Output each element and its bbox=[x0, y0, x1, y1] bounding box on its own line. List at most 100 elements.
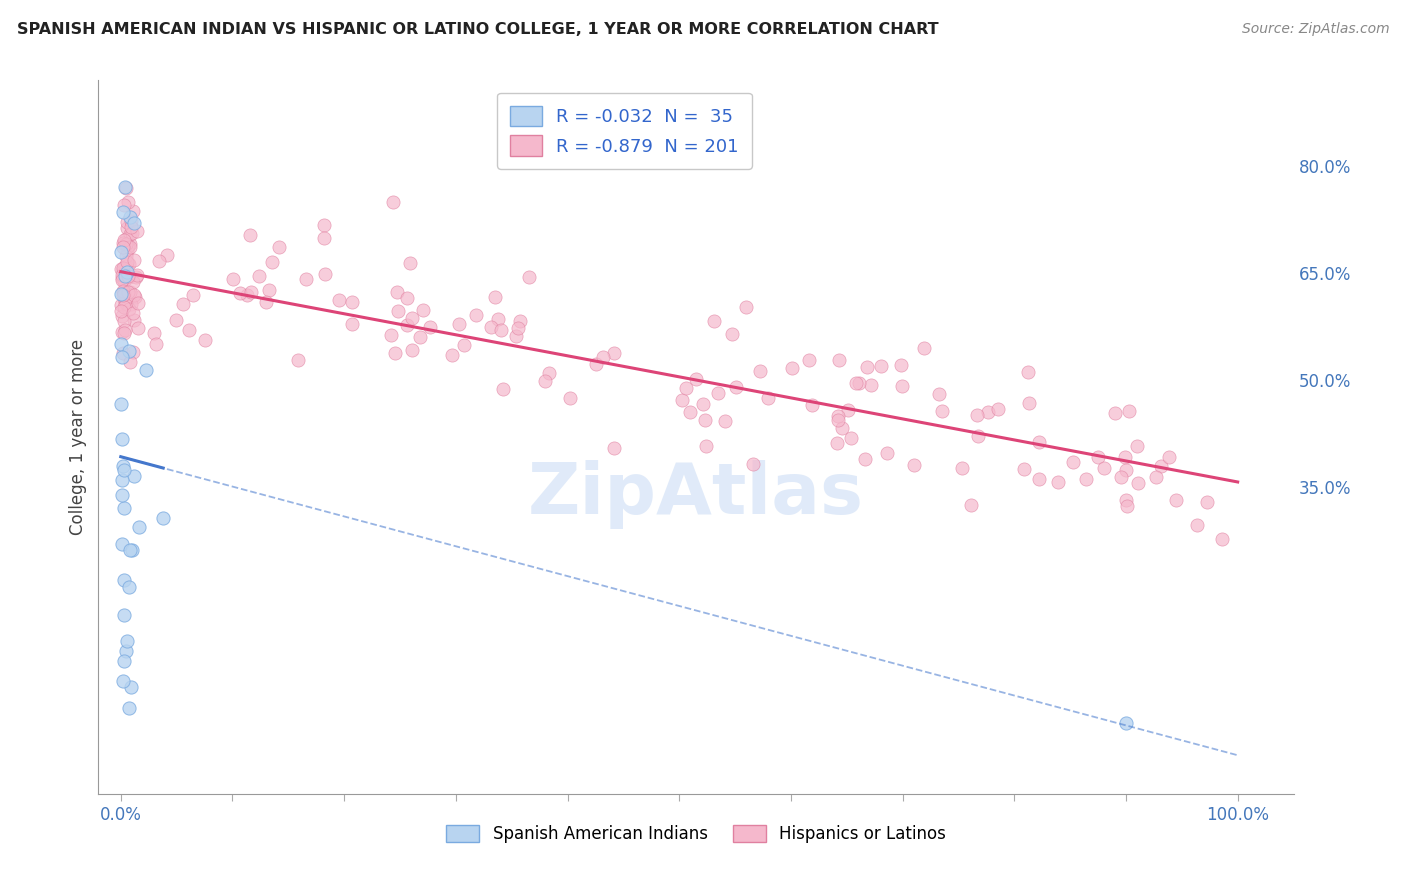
Point bbox=[401, 310, 423, 325]
Legend: Spanish American Indians, Hispanics or Latinos: Spanish American Indians, Hispanics or L… bbox=[439, 818, 953, 850]
Point bbox=[115, 244, 138, 259]
Point bbox=[1157, 450, 1180, 464]
Point bbox=[111, 235, 134, 250]
Point bbox=[856, 360, 879, 375]
Point bbox=[517, 269, 540, 284]
Point bbox=[122, 275, 145, 289]
Point bbox=[111, 432, 134, 446]
Point bbox=[465, 309, 488, 323]
Point bbox=[111, 268, 134, 283]
Point bbox=[1017, 365, 1039, 379]
Point bbox=[1118, 404, 1140, 418]
Point bbox=[876, 446, 898, 460]
Point bbox=[441, 348, 464, 362]
Point bbox=[538, 366, 561, 380]
Point bbox=[120, 214, 142, 228]
Point bbox=[114, 249, 136, 263]
Point bbox=[489, 322, 512, 336]
Point bbox=[165, 313, 187, 327]
Point bbox=[125, 224, 148, 238]
Point bbox=[121, 227, 143, 241]
Point bbox=[966, 408, 988, 422]
Point bbox=[112, 300, 135, 314]
Point bbox=[1028, 435, 1050, 450]
Point bbox=[1018, 396, 1040, 410]
Point bbox=[115, 181, 138, 195]
Point bbox=[1074, 472, 1097, 486]
Point bbox=[122, 252, 145, 267]
Point bbox=[118, 211, 141, 225]
Point bbox=[703, 313, 725, 327]
Point bbox=[122, 468, 145, 483]
Point bbox=[111, 473, 134, 487]
Point bbox=[853, 451, 876, 466]
Point bbox=[111, 351, 134, 365]
Point bbox=[827, 413, 849, 427]
Point bbox=[890, 358, 912, 372]
Point bbox=[262, 255, 284, 269]
Point bbox=[837, 403, 859, 417]
Point bbox=[120, 354, 142, 368]
Point bbox=[111, 673, 134, 688]
Point bbox=[135, 363, 157, 377]
Point bbox=[115, 259, 138, 273]
Point bbox=[1115, 715, 1137, 730]
Point bbox=[314, 268, 336, 282]
Point bbox=[112, 326, 135, 340]
Point bbox=[860, 377, 883, 392]
Point bbox=[172, 297, 194, 311]
Point bbox=[558, 391, 581, 405]
Point bbox=[114, 323, 136, 337]
Point bbox=[505, 328, 527, 343]
Point bbox=[839, 431, 862, 445]
Point bbox=[1164, 493, 1187, 508]
Point bbox=[221, 272, 243, 286]
Point bbox=[1211, 533, 1233, 547]
Point bbox=[236, 288, 259, 302]
Point bbox=[845, 376, 868, 390]
Point bbox=[1116, 500, 1139, 514]
Point bbox=[707, 385, 730, 400]
Point bbox=[509, 313, 531, 327]
Text: SPANISH AMERICAN INDIAN VS HISPANIC OR LATINO COLLEGE, 1 YEAR OR MORE CORRELATIO: SPANISH AMERICAN INDIAN VS HISPANIC OR L… bbox=[17, 22, 938, 37]
Point bbox=[120, 237, 142, 252]
Point bbox=[115, 633, 138, 648]
Point bbox=[124, 287, 146, 301]
Point bbox=[912, 341, 935, 355]
Point bbox=[120, 297, 142, 311]
Point bbox=[121, 344, 143, 359]
Y-axis label: College, 1 year or more: College, 1 year or more bbox=[69, 339, 87, 535]
Point bbox=[401, 343, 423, 358]
Point bbox=[112, 654, 135, 668]
Point bbox=[396, 291, 419, 305]
Point bbox=[115, 255, 138, 269]
Point bbox=[603, 346, 626, 360]
Point bbox=[112, 463, 135, 477]
Point bbox=[328, 293, 350, 307]
Point bbox=[112, 286, 135, 301]
Point bbox=[127, 295, 149, 310]
Point bbox=[127, 321, 149, 335]
Point bbox=[1028, 471, 1050, 485]
Point bbox=[679, 405, 702, 419]
Point bbox=[110, 298, 132, 312]
Point bbox=[287, 353, 309, 368]
Point bbox=[396, 318, 419, 333]
Point bbox=[340, 317, 363, 331]
Point bbox=[1092, 460, 1115, 475]
Point bbox=[1195, 495, 1218, 509]
Point bbox=[122, 305, 145, 319]
Point bbox=[110, 304, 132, 318]
Point bbox=[110, 244, 132, 259]
Point bbox=[111, 325, 134, 339]
Point bbox=[1114, 450, 1136, 465]
Point bbox=[112, 573, 135, 587]
Point bbox=[124, 290, 146, 304]
Point bbox=[111, 488, 134, 502]
Point bbox=[380, 328, 402, 343]
Point bbox=[254, 295, 277, 310]
Point bbox=[1104, 406, 1126, 420]
Point bbox=[756, 391, 779, 405]
Point bbox=[748, 364, 770, 378]
Point bbox=[381, 195, 404, 210]
